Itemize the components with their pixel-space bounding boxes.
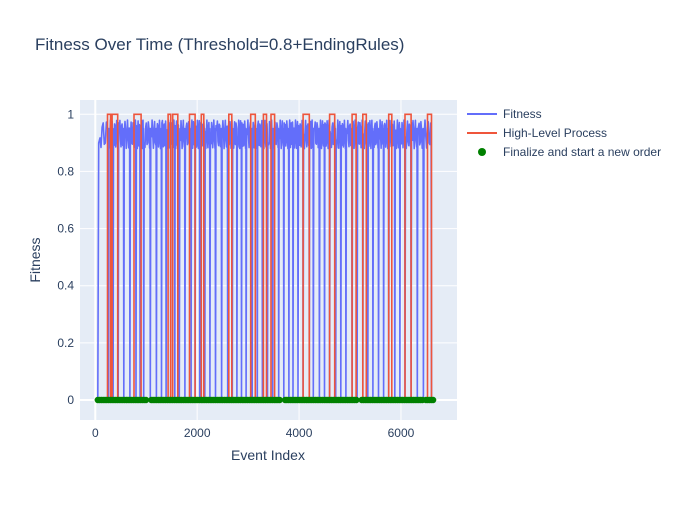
- legend[interactable]: Fitness High-Level Process Finalize and st…: [467, 107, 661, 159]
- legend-item[interactable]: Fitness: [467, 107, 542, 121]
- legend-item[interactable]: Finalize and start a new order: [478, 145, 661, 159]
- legend-label: Fitness: [503, 107, 542, 121]
- finalize-markers-group: [94, 396, 437, 404]
- x-tick-label: 4000: [286, 426, 313, 440]
- x-axis-title: Event Index: [231, 447, 305, 463]
- y-tick-label: 0.2: [57, 336, 74, 350]
- finalize-marker-point: [429, 396, 437, 404]
- finalize-marker-point: [353, 396, 360, 404]
- finalize-marker-point: [276, 396, 283, 404]
- y-tick-label: 1: [67, 107, 74, 121]
- y-tick-label: 0.8: [57, 164, 74, 178]
- x-tick-label: 0: [92, 426, 99, 440]
- legend-marker-icon: [478, 148, 486, 156]
- finalize-marker-point: [142, 396, 150, 404]
- chart-title: Fitness Over Time (Threshold=0.8+EndingR…: [35, 35, 404, 54]
- tick-layer: 0 0.2 0.4 0.6 0.8 1 0 2000 4000 6000: [57, 107, 414, 440]
- data-layer: [94, 113, 437, 404]
- y-tick-label: 0: [67, 393, 74, 407]
- y-tick-label: 0.4: [57, 279, 74, 293]
- x-tick-label: 6000: [388, 426, 415, 440]
- y-axis-title: Fitness: [27, 237, 43, 282]
- legend-label: High-Level Process: [503, 126, 607, 140]
- legend-label: Finalize and start a new order: [503, 145, 661, 159]
- legend-item[interactable]: High-Level Process: [467, 126, 607, 140]
- y-tick-label: 0.6: [57, 222, 74, 236]
- x-tick-label: 2000: [184, 426, 211, 440]
